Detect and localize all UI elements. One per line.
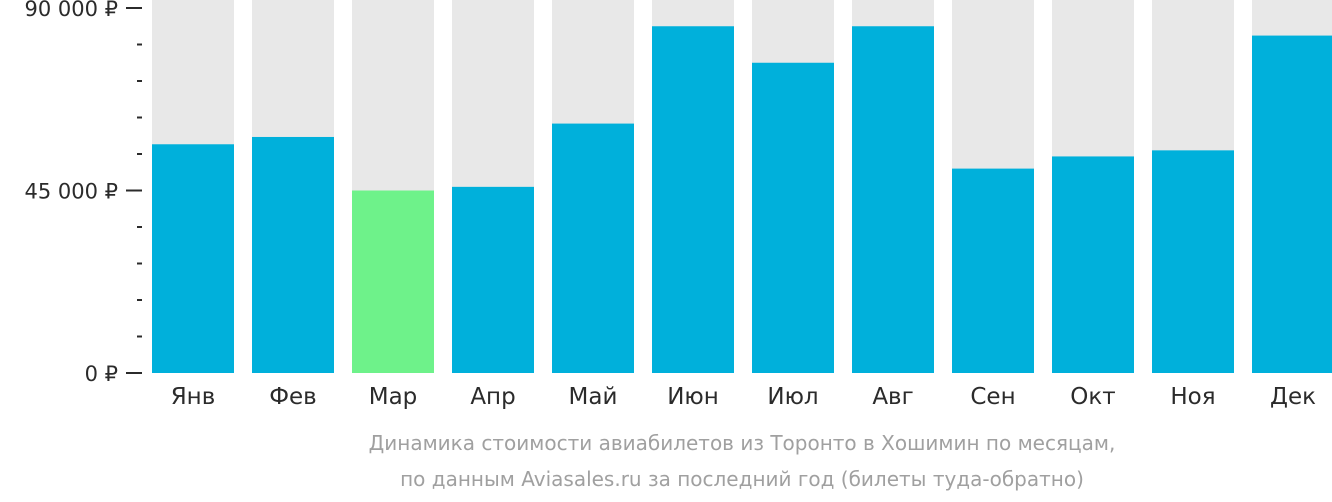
x-tick-label: Авг xyxy=(872,384,913,410)
x-tick-label: Окт xyxy=(1070,384,1115,410)
bar xyxy=(1052,156,1134,373)
bar xyxy=(952,168,1034,373)
x-tick-label: Май xyxy=(569,384,618,410)
chart-caption-line-2: по данным Aviasales.ru за последний год … xyxy=(400,467,1084,491)
y-tick-label: 0 ₽ xyxy=(85,362,118,386)
x-tick-label: Мар xyxy=(369,384,418,410)
bar xyxy=(252,136,334,373)
bar xyxy=(152,144,234,373)
bar-cheapest xyxy=(352,190,434,373)
x-tick-label: Фев xyxy=(269,384,317,410)
bar xyxy=(1152,150,1234,373)
x-tick-label: Янв xyxy=(171,384,216,410)
bar xyxy=(752,62,834,373)
bar xyxy=(452,186,534,373)
bar xyxy=(852,26,934,373)
bar xyxy=(1252,35,1332,373)
price-bar-chart: 0 ₽ 45 000 ₽ 90 000 ₽ Янв Фев Мар Апр Май Июн Июл… xyxy=(24,0,1332,410)
y-tick-label: 45 000 ₽ xyxy=(24,180,118,204)
y-tick-label: 90 000 ₽ xyxy=(24,0,118,21)
chart-caption-line-1: Динамика стоимости авиабилетов из Торонт… xyxy=(368,431,1116,455)
x-tick-label: Ноя xyxy=(1170,384,1215,410)
x-tick-label: Апр xyxy=(470,384,515,410)
x-tick-label: Июл xyxy=(767,384,818,410)
x-tick-label: Июн xyxy=(667,384,719,410)
x-tick-label: Сен xyxy=(970,384,1015,410)
bar xyxy=(652,26,734,373)
bar xyxy=(552,123,634,373)
x-tick-label: Дек xyxy=(1270,384,1316,410)
